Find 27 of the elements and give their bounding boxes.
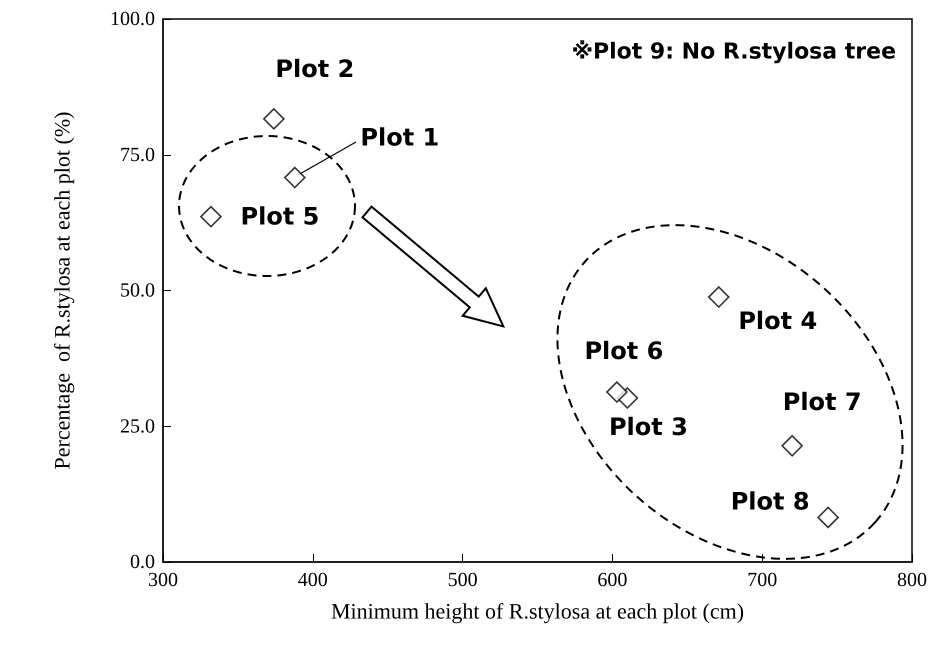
annotation: Plot 8: [730, 487, 810, 516]
annotation: Plot 3: [608, 413, 688, 442]
point: [284, 166, 306, 188]
point: [263, 108, 285, 130]
y-axis-title: Percentage of R.stylosa at each plot (%): [50, 112, 74, 470]
annotation: Plot 2: [275, 54, 354, 83]
annotation: Plot 1: [360, 124, 440, 152]
point: [817, 506, 839, 528]
point: [200, 206, 222, 228]
x-tick-label: 700: [747, 569, 778, 591]
annotation: ※Plot 9: No R.stylosa tree: [572, 40, 896, 64]
point: [708, 286, 730, 308]
point: [781, 435, 803, 457]
y-tick-label: 50.0: [120, 280, 155, 302]
y-tick-label: 75.0: [120, 144, 155, 166]
x-axis-title: Minimum height of R.stylosa at each plot (cm): [330, 598, 744, 624]
y-tick-label: 25.0: [120, 415, 155, 438]
point: [606, 381, 628, 403]
x-tick-label: 600: [597, 569, 628, 591]
annotation: Plot 7: [782, 388, 862, 416]
x-tick-label: 800: [897, 569, 927, 591]
annotation: Plot 5: [240, 202, 320, 231]
annotation: Plot 6: [584, 337, 664, 366]
y-tick-label: 100.0: [110, 8, 155, 30]
x-tick-label: 400: [298, 569, 328, 591]
annotation: Plot 4: [738, 307, 818, 336]
x-tick-label: 500: [448, 569, 478, 591]
